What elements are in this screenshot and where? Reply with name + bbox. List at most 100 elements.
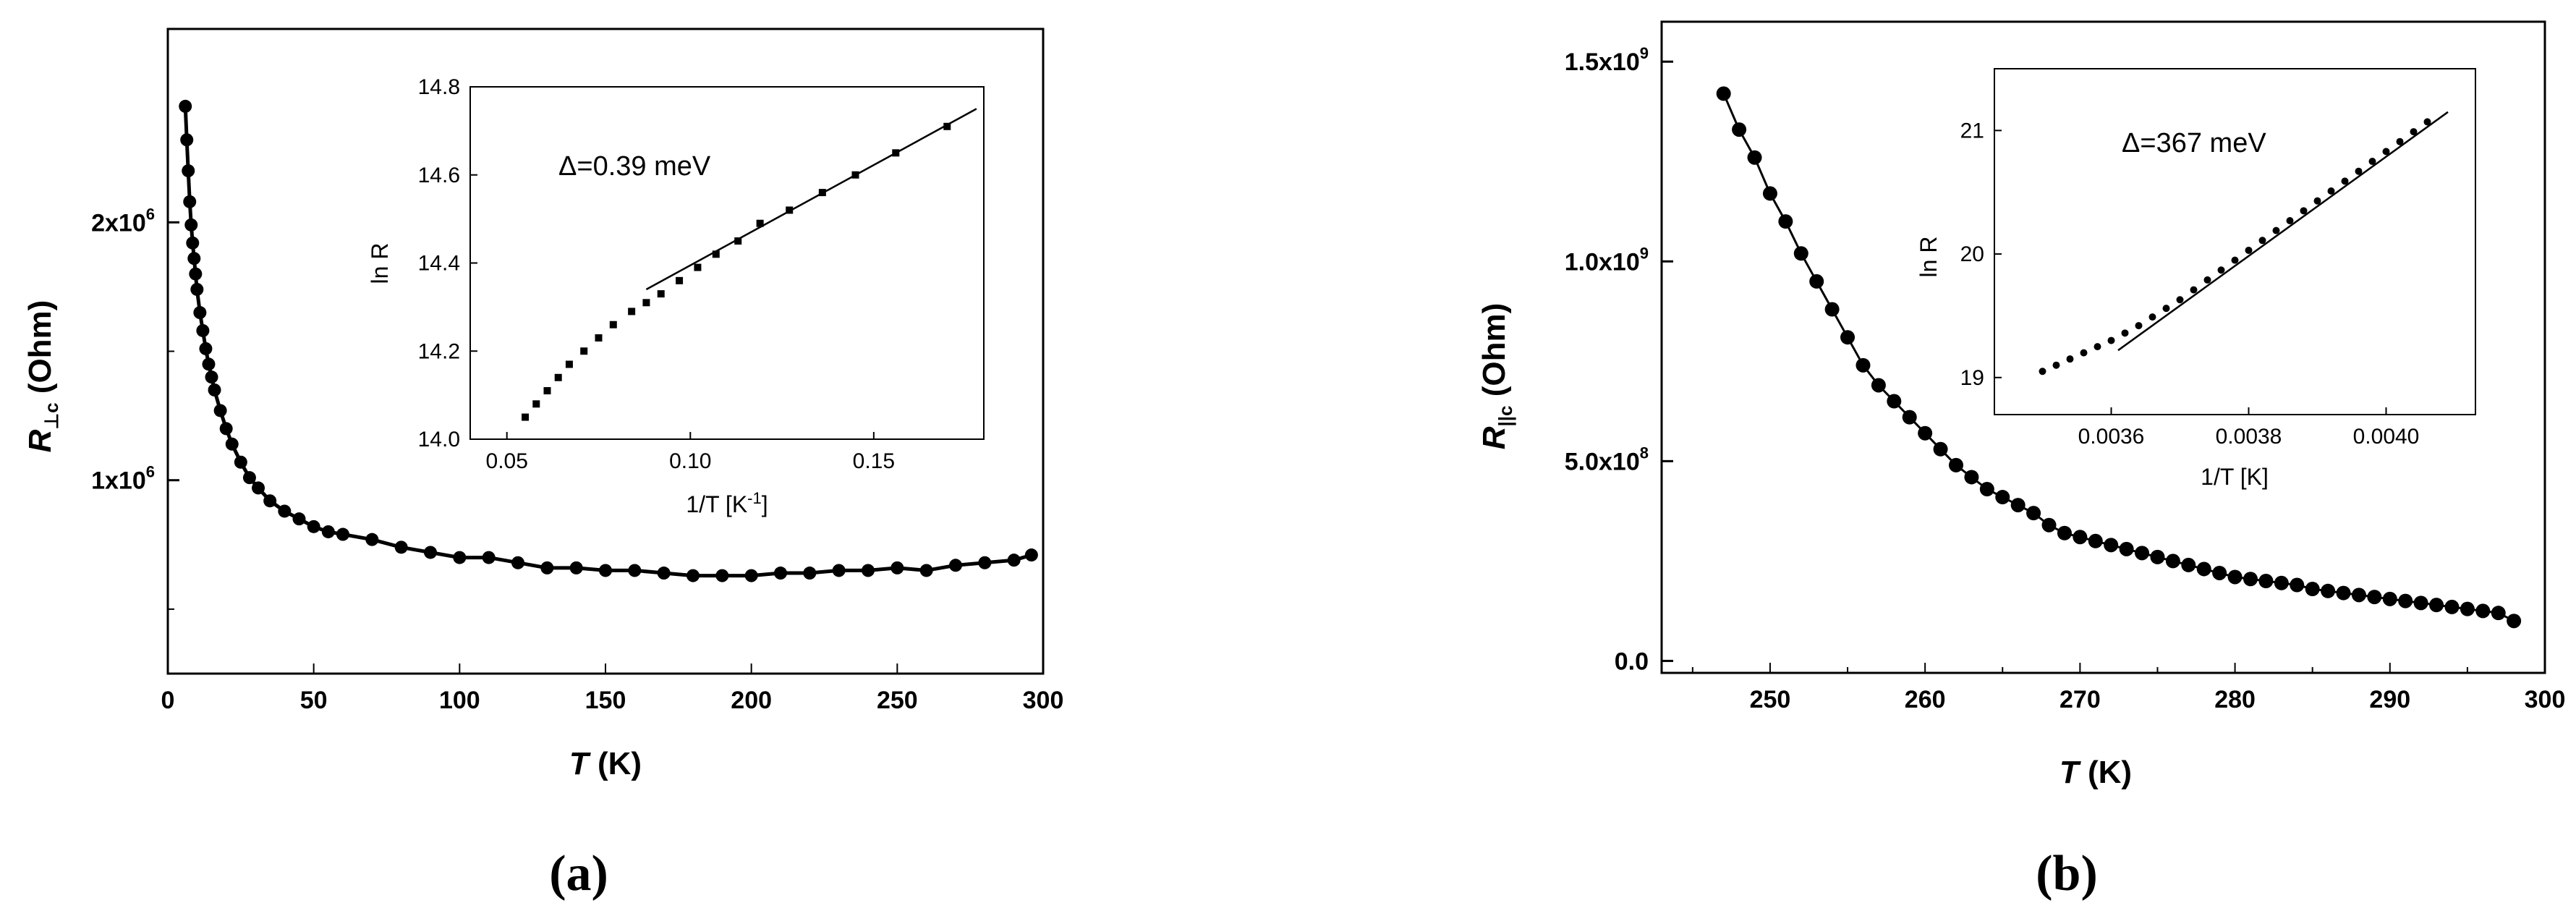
panel-b-inset-data-point bbox=[2148, 313, 2156, 321]
panel-b-frame bbox=[1660, 20, 2546, 674]
panel-b-data-point bbox=[1949, 457, 1963, 472]
panel-a-data-point bbox=[832, 564, 846, 577]
panel-b-x-tick-label: 260 bbox=[1905, 686, 1946, 713]
panel-b-inset-data-point bbox=[2093, 343, 2101, 351]
panel-b-data-point bbox=[1716, 86, 1731, 101]
panel-a-data-point bbox=[219, 422, 233, 436]
panel-a-data-point bbox=[199, 342, 213, 355]
panel-b-data-point bbox=[2073, 530, 2088, 545]
panel-b-data-point bbox=[1964, 470, 1979, 485]
panel-a-data-point bbox=[183, 195, 197, 208]
panel-b-data-point bbox=[2491, 606, 2506, 621]
panel-a-series bbox=[179, 99, 1038, 582]
panel-b-inset-x-tick-label: 0.0038 bbox=[2216, 425, 2282, 449]
panel-a-y-tick-label: 2x106 bbox=[91, 205, 155, 237]
panel-b-data-point bbox=[1840, 330, 1856, 345]
panel-a-inset-data-point bbox=[943, 122, 951, 130]
panel-a-data-point bbox=[189, 267, 203, 281]
panel-b-inset-data-point bbox=[2355, 167, 2363, 175]
panel-a-data-point bbox=[180, 133, 194, 147]
panel-b-inset-data-point bbox=[2300, 207, 2308, 215]
panel-b-inset-data-point bbox=[2203, 276, 2211, 284]
panel-a-inset-y-tick-label: 14.6 bbox=[418, 164, 460, 187]
panel-b-inset-data-point bbox=[2066, 355, 2074, 363]
panel-b-inset-data-point bbox=[2190, 286, 2198, 294]
panel-b-data-point bbox=[2460, 601, 2475, 616]
panel-a-y-tick-label: 1x106 bbox=[91, 463, 155, 495]
panel-b-data-point bbox=[2026, 506, 2041, 521]
panel-a-data-point bbox=[628, 564, 642, 577]
panel-a-inset-data-point bbox=[786, 206, 794, 214]
panel-b-inset-data-point bbox=[2162, 305, 2170, 313]
panel-a-inset-x-ticks: 0.05 0.10 0.15 bbox=[486, 432, 895, 473]
panel-b-data-point bbox=[2336, 585, 2351, 601]
panel-a-data-point bbox=[336, 527, 349, 541]
panel-a-inset-data-point bbox=[694, 263, 702, 271]
panel-a-data-point bbox=[482, 551, 496, 564]
panel-b-x-tick-label: 300 bbox=[2525, 686, 2566, 713]
panel-a-inset-data-point bbox=[580, 347, 588, 355]
panel-a-x-tick-label: 300 bbox=[1023, 687, 1064, 714]
panel-a-data-point bbox=[292, 512, 306, 526]
panel-a-x-tick-label: 150 bbox=[585, 687, 626, 714]
panel-b-data-point bbox=[1762, 186, 1777, 201]
panel-b-inset-data-point bbox=[2341, 177, 2349, 185]
panel-b-data-point bbox=[2321, 583, 2336, 598]
panel-a-inset-annotation: Δ=0.39 meV bbox=[558, 151, 711, 182]
panel-b-data-point bbox=[2398, 593, 2413, 608]
panel-b-inset-x-tick-label: 0.0036 bbox=[2078, 425, 2145, 449]
panel-b-inset-data-point bbox=[2327, 187, 2335, 195]
panel-b-data-point bbox=[1918, 425, 1933, 441]
panel-a-data-point bbox=[242, 471, 256, 485]
panel-b-data-point bbox=[2475, 603, 2491, 619]
panel-b-inset-data-point bbox=[2176, 296, 2184, 304]
panel-b-data-point bbox=[2057, 525, 2072, 540]
panel-a-data-point bbox=[193, 306, 207, 320]
panel-a-inset: 0.05 0.10 0.15 14.0 14.2 14.4 14.6 14.8 1/T [K… bbox=[367, 75, 985, 517]
panel-b-data-point bbox=[2088, 533, 2103, 548]
panel-a-inset-y-ticks: 14.0 14.2 14.4 14.6 14.8 bbox=[418, 75, 477, 451]
panel-a-inset-x-tick-label: 0.10 bbox=[669, 449, 711, 473]
panel-a-y-ticks: 1x106 2x106 bbox=[91, 205, 179, 610]
panel-b-inset-series bbox=[2039, 111, 2449, 376]
panel-a-x-tick-label: 200 bbox=[731, 687, 772, 714]
panel-b-data-point bbox=[1809, 273, 1824, 289]
panel-a-data-point bbox=[263, 494, 277, 508]
panel-a-data-point bbox=[715, 569, 729, 582]
panel-b-data-point bbox=[1778, 214, 1793, 229]
panel-b-inset-data-point bbox=[2052, 361, 2060, 369]
panel-b-inset-y-axis-label: ln R bbox=[1916, 237, 1942, 278]
panel-b-inset-y-tick-label: 19 bbox=[1960, 366, 1984, 390]
panel-b-inset-annotation: Δ=367 meV bbox=[2122, 128, 2266, 158]
panel-a-inset-x-tick-label: 0.15 bbox=[853, 449, 895, 473]
panel-b-data-point bbox=[2274, 575, 2289, 590]
panel-a-data-point bbox=[686, 569, 700, 582]
panel-b-data-point bbox=[2429, 598, 2444, 613]
panel-b-data-point bbox=[2290, 577, 2305, 593]
panel-a-inset-y-tick-label: 14.8 bbox=[418, 75, 460, 99]
panel-b-data-point bbox=[1824, 302, 1840, 317]
panel-b-x-tick-label: 290 bbox=[2369, 686, 2410, 713]
panel-b-data-point bbox=[2181, 557, 2196, 572]
panel-b-data-point bbox=[2165, 554, 2180, 569]
panel-a-inset-data-point bbox=[628, 308, 636, 315]
panel-b-data-point bbox=[2119, 541, 2134, 556]
panel-a-data-point bbox=[919, 564, 933, 577]
panel-b-inset-x-axis-label: 1/T [K] bbox=[2201, 464, 2269, 490]
panel-b-data-point bbox=[2507, 614, 2522, 629]
panel-b-y-ticks: 0.0 5.0x108 1.0x109 1.5x109 bbox=[1565, 44, 1673, 675]
panel-b-data-point bbox=[2305, 582, 2320, 597]
panel-b-data-point bbox=[2135, 546, 2150, 561]
panel-b-inset-data-point bbox=[2107, 336, 2115, 344]
panel-a-inset-y-tick-label: 14.4 bbox=[418, 252, 460, 276]
panel-b-inset-data-point bbox=[2313, 197, 2321, 205]
panel-a-x-ticks: 0 50 100 150 200 250 300 bbox=[161, 663, 1064, 714]
panel-a-data-point bbox=[978, 556, 992, 569]
panel-a-data-point bbox=[252, 481, 265, 495]
panel-b-inset-data-point bbox=[2410, 128, 2418, 136]
panel-a-data-point bbox=[599, 564, 612, 577]
panel-a-label: (a) bbox=[549, 846, 608, 902]
panel-b-inset-y-tick-label: 21 bbox=[1960, 119, 1984, 143]
panel-a-inset-data-point bbox=[818, 189, 826, 197]
panel-b-inset-y-ticks: 19 20 21 bbox=[1960, 119, 2002, 390]
